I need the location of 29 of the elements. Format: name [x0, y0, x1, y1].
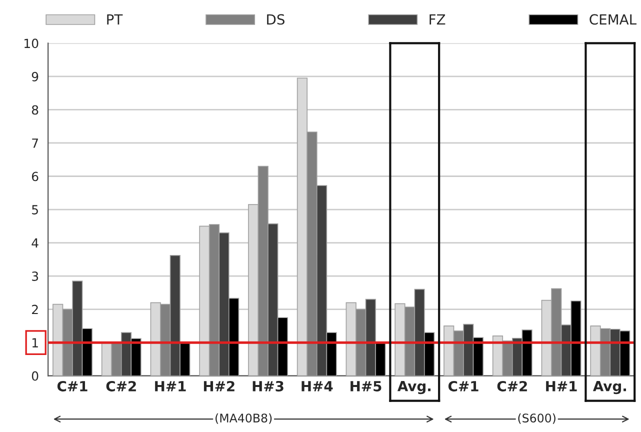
- y-tick-label: 2: [32, 304, 38, 314]
- x-tick-label: H#2: [204, 380, 234, 392]
- y-tick-label: 10: [24, 38, 38, 48]
- x-tick-label: H#3: [252, 380, 284, 392]
- text: (S600): [518, 413, 556, 424]
- x-tick-label: H#1: [546, 381, 577, 392]
- text: (MA40B8): [216, 413, 272, 424]
- y-tick-label: 3: [32, 272, 38, 281]
- x-tick-label: H#5: [350, 381, 382, 392]
- y-tick-label: 9: [32, 72, 38, 82]
- x-tick-label: H#1: [155, 381, 186, 392]
- y-tick-label: 0: [32, 371, 38, 381]
- x-tick-label: C#1: [448, 380, 478, 392]
- legend-label: PT: [107, 14, 123, 24]
- legend-label: CEMAL: [590, 14, 636, 25]
- x-tick-label: C#2: [106, 380, 136, 392]
- x-tick-label: H#4: [302, 381, 333, 392]
- legend-label: DS: [267, 14, 284, 25]
- legend-label: FZ: [430, 14, 446, 24]
- y-tick-label: 1: [32, 338, 38, 348]
- y-tick-label: 6: [32, 172, 38, 182]
- x-tick-label: Avg.: [397, 381, 430, 394]
- y-tick-label: 5: [32, 205, 38, 214]
- x-tick-label: C#1: [57, 380, 88, 392]
- y-tick-label: 7: [32, 138, 38, 148]
- x-tick-label: Avg.: [592, 381, 626, 394]
- y-tick-label: 8: [32, 105, 38, 115]
- y-tick-label: 4: [32, 238, 38, 248]
- x-tick-label: C#2: [497, 380, 527, 392]
